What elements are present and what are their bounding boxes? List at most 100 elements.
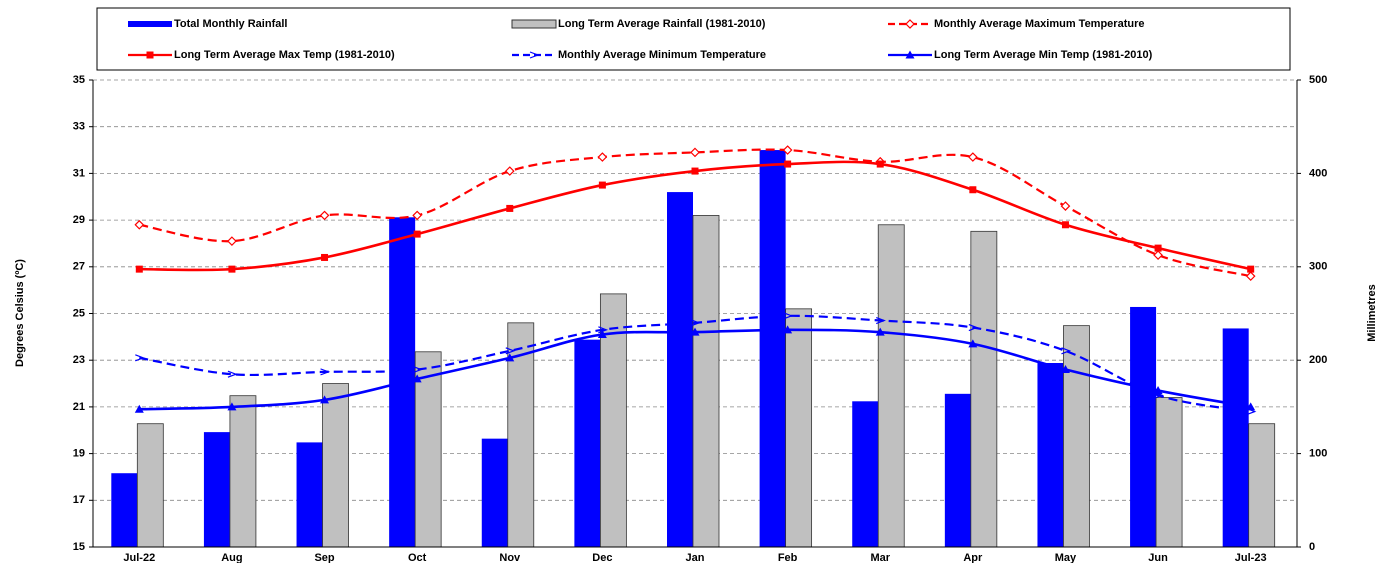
marker	[227, 370, 238, 378]
bar	[111, 473, 138, 547]
y2-tick-label: 300	[1309, 261, 1327, 273]
y2-axis-label: Millimetres	[1366, 284, 1378, 341]
legend-swatch	[511, 19, 557, 29]
marker	[1245, 271, 1256, 281]
bar	[944, 393, 971, 547]
bar	[1222, 328, 1249, 547]
marker	[227, 236, 237, 246]
marker	[412, 210, 423, 221]
marker	[690, 147, 700, 158]
x-tick-label: Nov	[499, 552, 521, 563]
x-tick-label: Apr	[963, 552, 983, 563]
legend-box	[96, 7, 1291, 71]
line	[139, 314, 1251, 413]
marker	[228, 265, 236, 273]
legend-label: Long Term Average Min Temp (1981-2010)	[934, 49, 1153, 61]
marker	[690, 327, 700, 336]
legend-marker	[146, 51, 154, 59]
marker	[690, 319, 701, 327]
marker	[597, 152, 608, 162]
marker	[505, 347, 516, 355]
legend-marker	[905, 50, 915, 59]
y2-tick-label: 500	[1309, 74, 1327, 86]
marker	[1061, 221, 1069, 229]
marker	[321, 253, 329, 261]
y-tick-label: 25	[73, 307, 85, 319]
x-tick-label: Dec	[592, 552, 612, 563]
y2-tick-label: 200	[1309, 354, 1327, 366]
marker	[227, 402, 237, 411]
legend-label: Monthly Average Minimum Temperature	[558, 49, 766, 61]
marker	[413, 230, 421, 238]
marker	[597, 330, 607, 339]
legend-label: Long Term Average Rainfall (1981-2010)	[558, 18, 766, 30]
x-tick-label: Aug	[221, 552, 242, 563]
bar	[229, 395, 257, 548]
legend-label: Monthly Average Maximum Temperature	[934, 18, 1144, 30]
marker	[783, 312, 794, 320]
y-tick-label: 19	[73, 448, 85, 460]
legend-marker	[905, 19, 915, 29]
marker	[1060, 201, 1071, 211]
marker	[876, 316, 886, 325]
marker	[1153, 386, 1163, 395]
marker	[875, 327, 885, 336]
marker	[134, 404, 144, 413]
marker	[1060, 365, 1070, 374]
marker	[319, 210, 330, 221]
marker	[320, 395, 330, 404]
x-tick-label: Jun	[1148, 552, 1168, 563]
bar	[1248, 423, 1276, 548]
bar	[785, 308, 813, 548]
bar	[296, 442, 323, 547]
bar	[970, 230, 998, 548]
marker	[967, 152, 978, 162]
marker	[691, 167, 699, 175]
marker	[784, 160, 792, 168]
marker	[783, 325, 793, 334]
marker	[504, 166, 515, 176]
legend-swatch	[128, 21, 172, 27]
bar	[667, 192, 693, 547]
x-tick-label: Mar	[870, 552, 890, 563]
y-tick-label: 29	[73, 214, 85, 226]
marker	[1247, 265, 1255, 273]
x-tick-label: Jul-22	[123, 552, 155, 563]
marker	[969, 186, 977, 194]
y-tick-label: 33	[73, 121, 85, 133]
marker	[135, 354, 146, 362]
bar	[1130, 306, 1157, 547]
marker	[876, 160, 884, 168]
bar	[322, 383, 349, 548]
marker	[1154, 244, 1162, 252]
y2-tick-label: 0	[1309, 541, 1315, 553]
marker	[134, 219, 145, 230]
bar	[574, 339, 601, 547]
y-tick-label: 23	[73, 354, 85, 366]
bar	[1063, 325, 1090, 548]
x-tick-label: Feb	[778, 552, 798, 563]
y-axis-label: Degrees Celsius (ºC)	[14, 259, 26, 367]
marker	[782, 145, 793, 155]
marker	[135, 265, 143, 273]
y2-tick-label: 100	[1309, 448, 1327, 460]
bar	[759, 150, 786, 548]
marker	[598, 326, 609, 334]
x-tick-label: Jul-23	[1235, 552, 1267, 563]
marker	[968, 323, 979, 332]
marker	[412, 365, 423, 374]
y-tick-label: 27	[73, 261, 85, 273]
bar	[852, 401, 879, 547]
y-tick-label: 35	[73, 74, 85, 86]
x-tick-label: Sep	[314, 552, 334, 563]
y-tick-label: 15	[73, 541, 85, 553]
legend-label: Total Monthly Rainfall	[174, 18, 287, 30]
bar	[877, 224, 905, 548]
marker	[1061, 347, 1072, 355]
x-tick-label: May	[1055, 552, 1077, 563]
x-tick-label: Oct	[408, 552, 427, 563]
legend-marker	[529, 51, 540, 59]
y-tick-label: 21	[73, 401, 85, 413]
marker	[598, 181, 606, 189]
